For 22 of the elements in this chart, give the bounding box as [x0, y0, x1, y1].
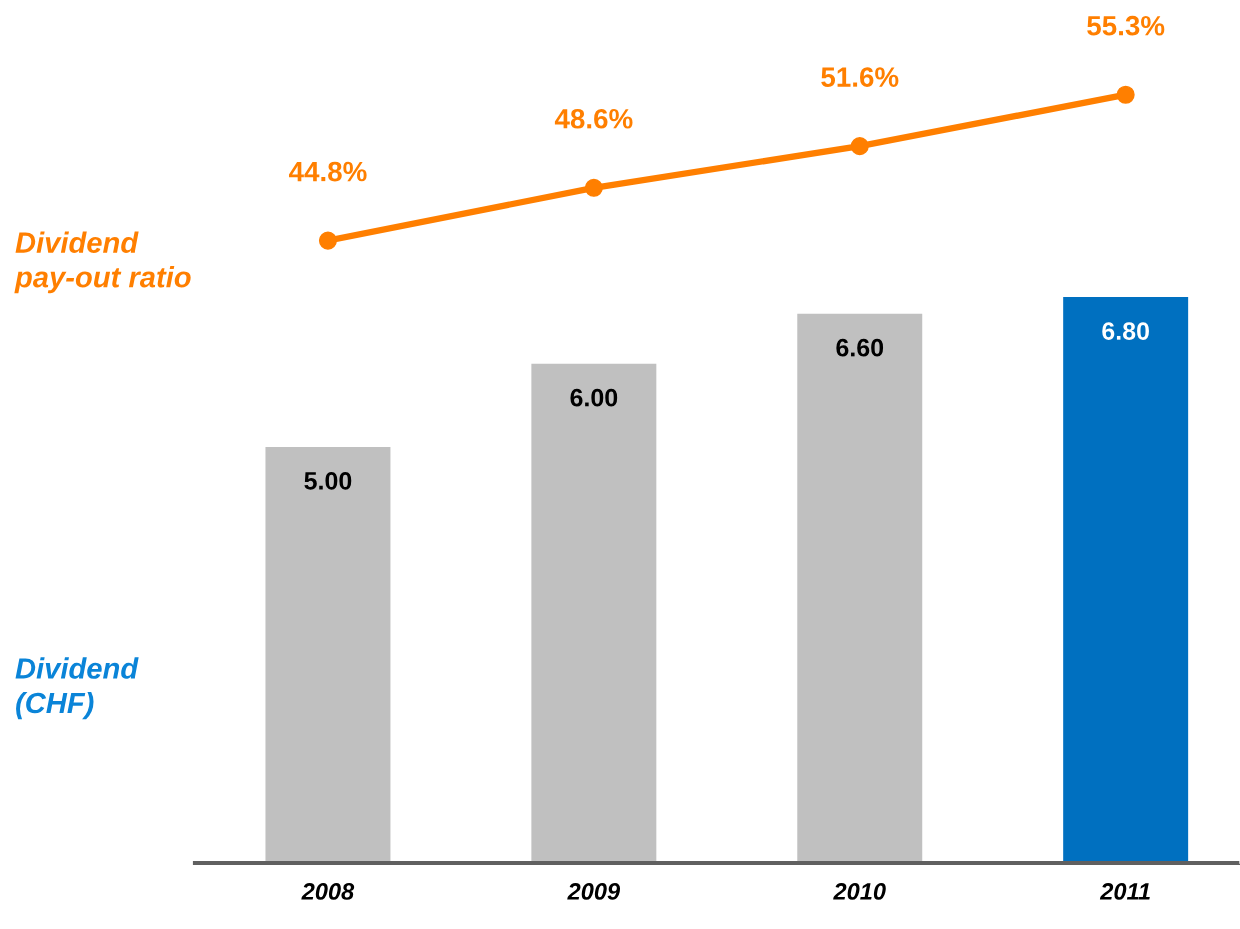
data-label: 51.6%	[821, 67, 899, 87]
x-tick-label: 2011	[1099, 883, 1150, 900]
point	[318, 231, 337, 250]
bar	[797, 313, 923, 863]
x-tick-label: 2009	[567, 883, 621, 900]
data-label: 48.6%	[554, 108, 633, 129]
data-label: 5.00	[304, 472, 352, 490]
text: Dividend pay-out ratio	[14, 231, 191, 294]
bar	[531, 363, 657, 863]
bar	[1063, 297, 1189, 863]
data-label: 55.3%	[1087, 15, 1165, 36]
bar	[265, 446, 391, 863]
data-label: 6.80	[1102, 322, 1149, 340]
x-tick-label: 2008	[301, 883, 355, 900]
data-label: 6.60	[836, 338, 884, 357]
point	[584, 178, 603, 197]
data-label: 6.00	[570, 388, 618, 407]
data-label: 44.8%	[288, 161, 367, 182]
x-tick-label: 2010	[833, 883, 886, 900]
point	[1116, 85, 1135, 104]
point	[850, 137, 869, 156]
text: Dividend (CHF)	[15, 657, 139, 720]
